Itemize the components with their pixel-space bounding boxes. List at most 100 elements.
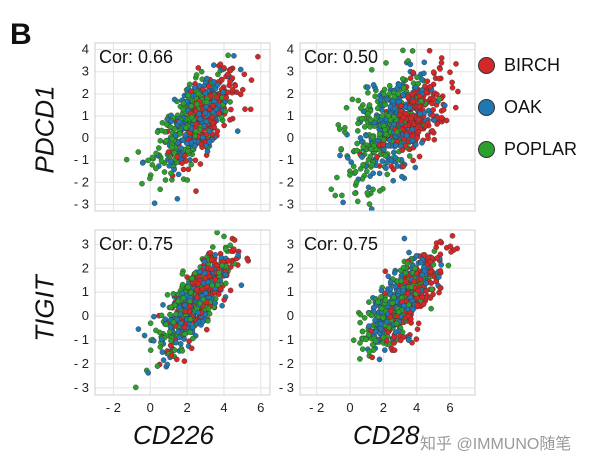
scatter-point-oak bbox=[385, 273, 392, 280]
x-tick-label: - 2 bbox=[106, 400, 121, 415]
scatter-point-poplar bbox=[363, 336, 369, 343]
scatter-point-poplar bbox=[355, 120, 361, 127]
scatter-point-oak bbox=[197, 116, 204, 122]
scatter-point-poplar bbox=[332, 192, 339, 199]
scatter-point-oak bbox=[150, 337, 157, 344]
scatter-point-oak bbox=[377, 97, 384, 103]
y-tick-label: 1 bbox=[82, 284, 89, 299]
scatter-point-birch bbox=[203, 326, 210, 333]
scatter-point-birch bbox=[407, 75, 414, 81]
scatter-point-poplar bbox=[369, 134, 376, 140]
scatter-point-poplar bbox=[225, 52, 231, 59]
scatter-point-oak bbox=[413, 253, 420, 259]
scatter-point-poplar bbox=[414, 74, 420, 81]
points-group bbox=[123, 52, 261, 206]
scatter-point-birch bbox=[415, 117, 422, 123]
scatter-point-poplar bbox=[355, 97, 362, 104]
scatter-point-poplar bbox=[354, 198, 361, 205]
scatter-point-poplar bbox=[162, 177, 169, 183]
scatter-point-poplar bbox=[171, 347, 178, 353]
scatter-point-oak bbox=[400, 92, 407, 98]
x-tick-label: 6 bbox=[446, 400, 453, 415]
scatter-point-birch bbox=[391, 347, 398, 354]
scatter-point-birch bbox=[228, 106, 234, 113]
scatter-point-poplar bbox=[227, 242, 234, 249]
scatter-point-birch bbox=[207, 92, 214, 99]
scatter-point-birch bbox=[255, 53, 261, 60]
scatter-point-birch bbox=[448, 249, 454, 255]
scatter-point-birch bbox=[449, 79, 455, 86]
scatter-point-birch bbox=[403, 278, 409, 285]
scatter-point-birch bbox=[424, 78, 431, 85]
scatter-point-poplar bbox=[147, 320, 154, 327]
x-tick-label: 0 bbox=[346, 400, 353, 415]
scatter-point-birch bbox=[173, 356, 180, 363]
scatter-point-poplar bbox=[354, 140, 360, 147]
correlation-annotation: Cor: 0.50 bbox=[304, 47, 378, 67]
scatter-point-poplar bbox=[410, 80, 417, 86]
scatter-point-poplar bbox=[147, 347, 154, 354]
scatter-point-poplar bbox=[203, 99, 210, 105]
scatter-point-poplar bbox=[170, 319, 177, 326]
scatter-point-poplar bbox=[364, 190, 371, 196]
scatter-point-birch bbox=[436, 289, 442, 296]
scatter-point-poplar bbox=[399, 76, 406, 82]
scatter-point-birch bbox=[437, 66, 443, 72]
scatter-point-birch bbox=[209, 119, 216, 126]
scatter-point-birch bbox=[186, 338, 192, 345]
scatter-point-birch bbox=[416, 153, 423, 160]
scatter-point-oak bbox=[212, 251, 218, 258]
scatter-point-poplar bbox=[436, 96, 443, 102]
scatter-point-poplar bbox=[180, 295, 187, 301]
plot-frame bbox=[299, 42, 476, 212]
scatter-point-poplar bbox=[350, 337, 357, 344]
scatter-point-birch bbox=[438, 55, 445, 61]
scatter-point-poplar bbox=[390, 294, 397, 301]
scatter-point-oak bbox=[175, 171, 182, 178]
scatter-point-birch bbox=[430, 69, 437, 75]
scatter-point-birch bbox=[447, 243, 454, 250]
scatter-point-birch bbox=[415, 287, 422, 294]
scatter-point-oak bbox=[159, 349, 166, 355]
scatter-point-birch bbox=[402, 142, 409, 149]
scatter-point-birch bbox=[186, 303, 193, 310]
scatter-point-birch bbox=[411, 278, 417, 285]
scatter-point-birch bbox=[428, 280, 435, 286]
legend-swatch-oak bbox=[478, 98, 495, 116]
scatter-point-birch bbox=[428, 268, 434, 275]
y-tick-label: 2 bbox=[82, 260, 89, 275]
scatter-point-birch bbox=[429, 112, 436, 119]
scatter-point-oak bbox=[438, 262, 445, 268]
legend: BIRCH OAK POPLAR bbox=[478, 44, 577, 170]
scatter-point-poplar bbox=[188, 114, 195, 121]
scatter-point-oak bbox=[387, 286, 394, 292]
scatter-point-oak bbox=[210, 62, 217, 68]
scatter-point-poplar bbox=[354, 147, 360, 154]
scatter-point-birch bbox=[227, 117, 233, 123]
scatter-point-oak bbox=[204, 148, 211, 155]
scatter-point-birch bbox=[400, 163, 406, 170]
scatter-point-birch bbox=[216, 110, 222, 117]
scatter-point-poplar bbox=[185, 284, 191, 290]
scatter-point-oak bbox=[176, 119, 182, 125]
scatter-point-poplar bbox=[357, 311, 364, 318]
y-tick-label: - 3 bbox=[74, 196, 89, 211]
scatter-point-oak bbox=[171, 166, 177, 173]
scatter-point-poplar bbox=[428, 305, 434, 312]
scatter-point-birch bbox=[232, 82, 239, 89]
scatter-point-oak bbox=[234, 128, 241, 134]
scatter-point-oak bbox=[171, 96, 178, 103]
scatter-point-oak bbox=[409, 126, 416, 133]
scatter-point-poplar bbox=[418, 98, 425, 104]
scatter-point-birch bbox=[409, 132, 416, 139]
scatter-point-poplar bbox=[192, 133, 199, 139]
scatter-point-poplar bbox=[149, 161, 156, 168]
x-tick-label: 6 bbox=[257, 400, 264, 415]
scatter-point-poplar bbox=[365, 110, 371, 117]
scatter-point-poplar bbox=[173, 311, 179, 318]
scatter-point-birch bbox=[199, 286, 206, 292]
scatter-point-poplar bbox=[179, 348, 186, 354]
scatter-point-poplar bbox=[349, 96, 356, 103]
legend-item-oak: OAK bbox=[478, 86, 577, 128]
scatter-point-oak bbox=[393, 142, 399, 149]
